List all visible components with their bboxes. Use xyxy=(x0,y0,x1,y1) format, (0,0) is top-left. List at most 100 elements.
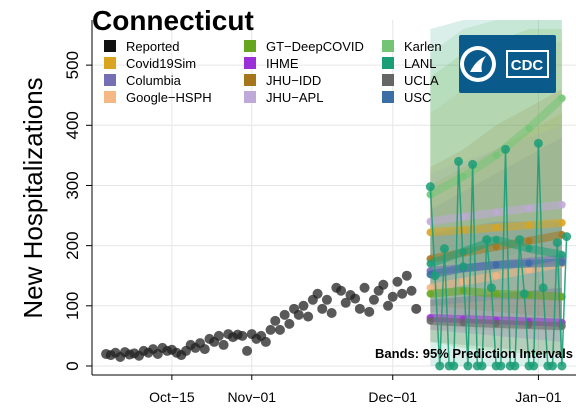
legend-swatch xyxy=(244,74,256,86)
lanl-daily-point xyxy=(482,235,492,245)
lanl-daily-point xyxy=(425,182,435,192)
lanl-daily-point xyxy=(468,159,478,169)
forecast-point xyxy=(459,172,467,180)
cdc-badge-inner xyxy=(508,52,547,76)
legend-label: Reported xyxy=(126,39,179,54)
y-tick-label: 500 xyxy=(63,51,82,79)
lanl-daily-point xyxy=(538,283,548,293)
y-tick-label: 100 xyxy=(63,292,82,320)
lanl-daily-point xyxy=(496,361,506,371)
reported-point xyxy=(383,300,394,311)
legend-swatch xyxy=(104,74,116,86)
lanl-daily-point xyxy=(548,361,558,371)
legend-swatch xyxy=(104,91,116,103)
forecast-point xyxy=(525,237,533,245)
lanl-daily-point xyxy=(439,244,449,254)
forecast-point xyxy=(525,321,533,329)
forecast-point xyxy=(492,224,500,232)
forecast-point xyxy=(492,290,500,298)
reported-point xyxy=(401,270,412,281)
forecast-point xyxy=(558,258,566,266)
reported-point xyxy=(340,297,351,308)
bands-annotation: Bands: 95% Prediction Intervals xyxy=(375,346,573,361)
forecast-point xyxy=(525,260,533,268)
forecast-point xyxy=(492,272,500,280)
lanl-daily-point xyxy=(562,232,572,242)
forecast-point xyxy=(525,124,533,132)
reported-point xyxy=(387,291,398,302)
reported-point xyxy=(242,345,253,356)
forecast-point xyxy=(426,284,434,292)
reported-points xyxy=(101,270,422,362)
y-tick-label: 300 xyxy=(63,171,82,199)
reported-point xyxy=(303,311,314,322)
legend-label: Columbia xyxy=(126,73,182,88)
legend-label: JHU−APL xyxy=(266,90,323,105)
forecast-point xyxy=(492,243,500,251)
forecast-point xyxy=(525,245,533,253)
legend-swatch xyxy=(244,40,256,52)
reported-point xyxy=(284,318,295,329)
reported-point xyxy=(406,285,417,296)
legend-label: Covid19Sim xyxy=(126,56,196,71)
forecast-point xyxy=(525,204,533,212)
chart-title: Connecticut xyxy=(92,5,254,36)
lanl-daily-point xyxy=(430,271,440,281)
reported-point xyxy=(368,294,379,305)
reported-point xyxy=(364,306,375,317)
forecast-point xyxy=(426,317,434,325)
legend-label: USC xyxy=(404,90,431,105)
cdc-logo: CDC xyxy=(459,35,556,93)
reported-point xyxy=(274,324,285,335)
legend-swatch xyxy=(244,91,256,103)
axes: 0 100 200 300 400 500 Oct−15 Nov−01 Dec−01 Jan−01 xyxy=(63,20,576,405)
lanl-daily-point xyxy=(449,361,459,371)
lanl-daily-point xyxy=(519,289,529,299)
x-tick-label: Nov−01 xyxy=(227,389,276,405)
lanl-daily-point xyxy=(477,361,487,371)
legend-swatch xyxy=(244,57,256,69)
forecast-point xyxy=(492,209,500,217)
reported-point xyxy=(270,315,281,326)
reported-point xyxy=(411,303,422,314)
reported-point xyxy=(397,288,408,299)
lanl-daily-point xyxy=(486,283,496,293)
forecast-point xyxy=(558,201,566,209)
lanl-daily-point xyxy=(510,361,520,371)
legend-swatch xyxy=(382,57,394,69)
lanl-daily-point xyxy=(552,238,562,248)
lanl-daily-point xyxy=(529,361,539,371)
reported-point xyxy=(350,293,361,304)
legend-label: Karlen xyxy=(404,39,442,54)
forecast-point xyxy=(558,94,566,102)
forecast-point xyxy=(558,219,566,227)
lanl-daily-point xyxy=(501,144,511,154)
reported-point xyxy=(359,282,370,293)
reported-point xyxy=(199,344,210,355)
forecast-point xyxy=(459,287,467,295)
forecast-point xyxy=(492,151,500,159)
reported-point xyxy=(218,339,229,350)
lanl-daily-point xyxy=(533,138,543,148)
legend-swatch xyxy=(382,40,394,52)
legend-label: UCLA xyxy=(404,73,439,88)
reported-point xyxy=(260,336,271,347)
forecast-point xyxy=(525,266,533,274)
reported-point xyxy=(378,279,389,290)
reported-point xyxy=(317,303,328,314)
y-tick-label: 400 xyxy=(63,111,82,139)
forecast-point xyxy=(426,260,434,268)
forecast-point xyxy=(525,221,533,229)
reported-point xyxy=(354,303,365,314)
legend-label: GT−DeepCOVID xyxy=(266,39,364,54)
y-axis-label: New Hospitalizations xyxy=(18,77,48,318)
legend-label: IHME xyxy=(266,56,299,71)
legend-label: LANL xyxy=(404,56,437,71)
reported-point xyxy=(237,330,248,341)
x-tick-label: Oct−15 xyxy=(149,389,195,405)
reported-point xyxy=(265,324,276,335)
reported-point xyxy=(312,288,323,299)
lanl-daily-point xyxy=(463,361,473,371)
